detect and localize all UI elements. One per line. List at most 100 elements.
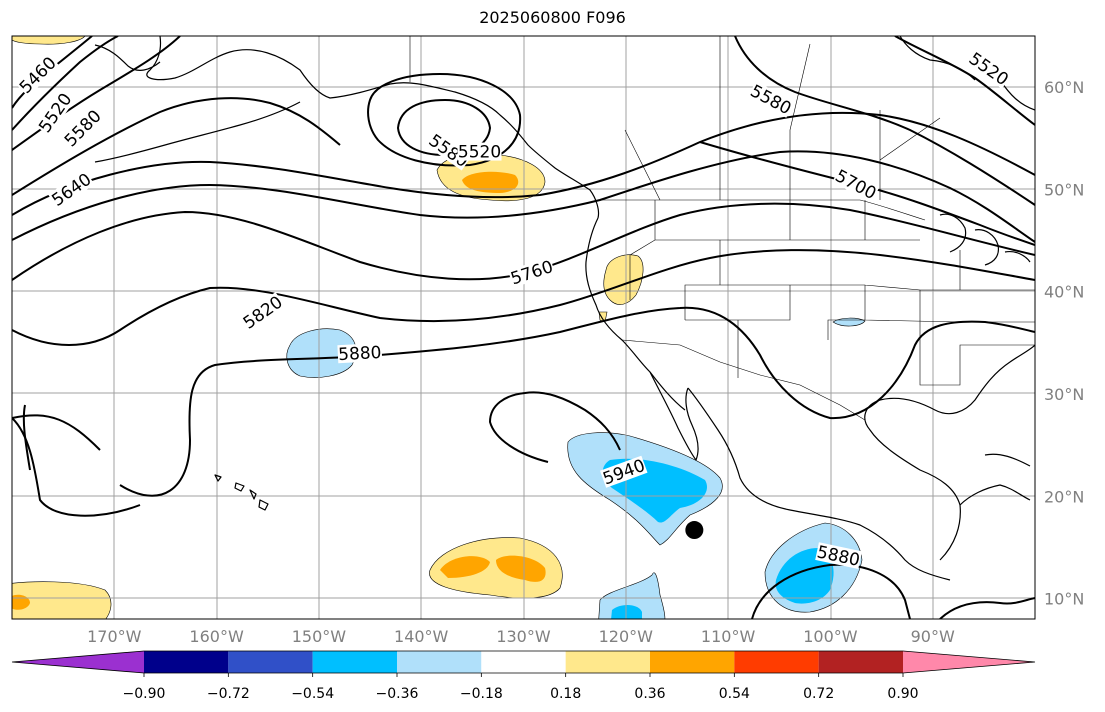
aleutian-chain (94, 101, 301, 163)
colorbar-bin (650, 651, 735, 673)
colorbar-bin (565, 651, 650, 673)
contour-label-background (832, 166, 880, 203)
colorbar-tick-label: −0.90 (123, 686, 166, 702)
positive-anomaly-subtropics (429, 537, 563, 599)
bering-coast (94, 44, 161, 71)
lat-tick-label: 10°N (1044, 590, 1084, 609)
us-states (629, 200, 1035, 386)
contour-label: 5880 (338, 343, 382, 365)
contour-label-background (600, 455, 648, 488)
contour-5520-west (12, 36, 119, 131)
contour-5640-main (12, 111, 1035, 216)
contour-label-background (815, 542, 862, 569)
contour-label-background (48, 169, 95, 210)
contour-5880-north (12, 306, 1035, 497)
contour-5580-low (367, 72, 522, 167)
colorbar-bin (397, 651, 482, 673)
contour-5700 (12, 150, 1035, 243)
contour-5520-east (894, 36, 1035, 126)
colorbar-tick-label: 0.90 (887, 686, 918, 702)
colorbar-tick-label: 0.72 (803, 686, 834, 702)
colorbar-bin (312, 651, 397, 673)
positive-anomaly-subtropics-core-2 (496, 555, 546, 582)
yucatan-peninsula (959, 484, 1031, 506)
colorbar-bin (228, 651, 313, 673)
contour-label-background (457, 142, 502, 161)
lon-tick-label: 120°W (599, 627, 654, 646)
lat-tick-label: 30°N (1044, 385, 1084, 404)
lon-tick-label: 160°W (189, 627, 244, 646)
contour-5820 (12, 249, 1035, 346)
lon-tick-label: 170°W (87, 627, 142, 646)
contour-label-background (507, 256, 556, 288)
positive-anomaly-subtropics-core-1 (440, 556, 490, 578)
longitude-axis-labels: 170°W 160°W 150°W 140°W 130°W 120°W 110°W 100°W… (87, 627, 955, 646)
positive-anomaly-west-edge-core (12, 594, 30, 610)
colorbar-bin (818, 651, 903, 673)
negative-anomaly-south-pacific-core (611, 605, 642, 619)
positive-anomaly-gulf-of-alaska-core (462, 171, 519, 193)
positive-anomaly-west-edge (12, 581, 112, 619)
west-coast-us (585, 217, 686, 411)
contour-5880-west (12, 417, 141, 517)
contour-5520-low (396, 98, 492, 157)
colorbar-bin (481, 651, 566, 673)
contour-label-background (965, 48, 1013, 89)
lon-tick-label: 90°W (911, 627, 955, 646)
colorbar-tick-label: 0.54 (719, 686, 750, 702)
graticule (12, 36, 1035, 619)
political-borders (409, 36, 1035, 421)
contour-5880-southeast (939, 597, 1035, 619)
contour-5580-east (734, 36, 1035, 206)
contour-5580-west (12, 36, 181, 151)
lon-tick-label: 140°W (394, 627, 449, 646)
lon-tick-label: 110°W (701, 627, 756, 646)
negative-anomaly-central-pacific (286, 328, 357, 378)
contour-label-background (239, 292, 286, 333)
great-lakes (939, 213, 1031, 266)
colorbar-bin (734, 651, 819, 673)
lat-tick-label: 40°N (1044, 283, 1084, 302)
lat-tick-label: 60°N (1044, 78, 1084, 97)
contour-5940 (488, 391, 621, 463)
colorbar-tick-label: −0.72 (207, 686, 250, 702)
canada-us-border (598, 199, 926, 221)
cuba (984, 453, 1031, 467)
colorbar-tick-label: 0.36 (634, 686, 665, 702)
lat-tick-label: 50°N (1044, 180, 1084, 199)
colorbar-tick-label: −0.54 (291, 686, 334, 702)
mexico-pacific-coast (687, 387, 951, 581)
contour-5700-east (699, 141, 1035, 246)
baja-california (649, 371, 699, 461)
colorbar-extend-min (12, 651, 144, 673)
contour-label-background (747, 81, 795, 118)
colorbar-extend-max (903, 651, 1035, 673)
colorbar-bin (144, 651, 229, 673)
storm-center-marker (685, 521, 704, 540)
positive-anomaly-northwest-corner (12, 36, 86, 45)
contour-5880-south (751, 563, 911, 619)
colorbar: −0.90 −0.72 −0.54 −0.36 −0.18 0.18 0.36 0.54 0.7… (11, 650, 1036, 702)
contour-label-background (60, 106, 105, 150)
canada-provinces (624, 36, 941, 201)
alaska-coastline (146, 36, 600, 219)
us-mexico-border (621, 339, 866, 421)
colorbar-tick-label: 0.18 (550, 686, 581, 702)
map-frame (11, 35, 1036, 620)
map-title: 2025060800 F096 (479, 8, 626, 27)
lon-tick-label: 100°W (803, 627, 858, 646)
contour-5640 (12, 97, 341, 196)
hawaiian-islands (214, 474, 269, 511)
colorbar-tick-label: −0.36 (376, 686, 419, 702)
lon-tick-label: 150°W (292, 627, 347, 646)
contour-label-background (15, 52, 60, 97)
negative-anomaly-mexico-core (775, 548, 834, 604)
negative-anomaly-south-pacific (598, 572, 666, 619)
lon-tick-label: 130°W (496, 627, 551, 646)
contour-label-background (337, 342, 383, 364)
latitude-axis-labels: 60°N 50°N 40°N 30°N 20°N 10°N (1044, 78, 1084, 608)
contour-label: 5520 (458, 143, 501, 163)
lat-tick-label: 20°N (1044, 487, 1084, 506)
map-plot-area: 5460552055805640558055205760582058805940… (12, 36, 1035, 619)
